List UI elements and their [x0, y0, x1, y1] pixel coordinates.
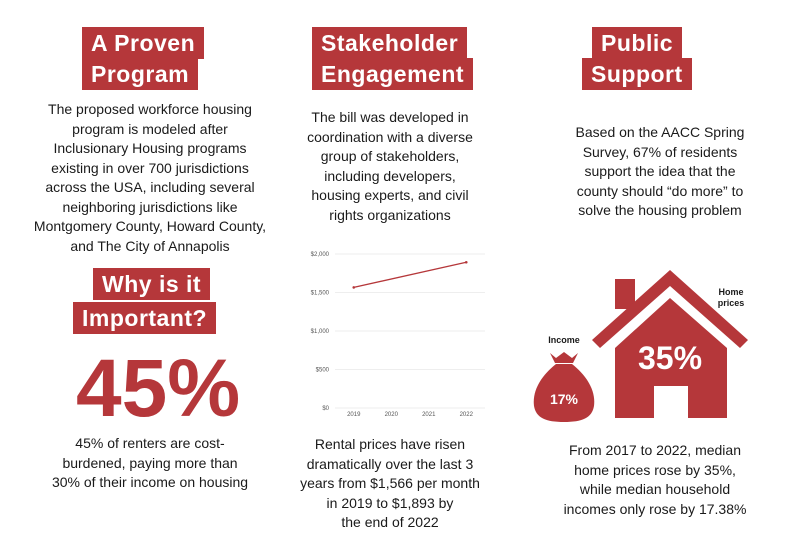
text-line: housing experts, and civil — [311, 187, 469, 203]
text-line: in 2019 to $1,893 by — [326, 494, 454, 511]
y-tick-label: $0 — [322, 406, 329, 412]
heading-public-line2: Support — [582, 58, 692, 90]
text-line: dramatically over the last 3 — [306, 455, 474, 472]
house-icon — [592, 270, 748, 418]
home-label-line1: Home — [718, 287, 743, 297]
text-line: years from $1,566 per month — [300, 475, 480, 491]
text-line: 30% of their income on housing — [51, 474, 249, 490]
text-line: burdened, paying more than — [62, 454, 238, 471]
text-line: Montgomery County, Howard County, — [33, 218, 267, 234]
income-value: 17% — [550, 391, 579, 407]
rent-line-chart: $0 $500 $1,000 $1,500 $2,000 2019 2020 2021 2022 — [311, 252, 485, 418]
text-line: incomes only rose by 17.38% — [563, 500, 747, 517]
text-line: across the USA, including several — [45, 179, 255, 195]
heading-stakeholder-line2: Engagement — [312, 58, 474, 90]
big-stat-45: 45% — [76, 343, 241, 434]
text-line: the end of 2022 — [341, 514, 439, 530]
text-line: solve the housing problem — [578, 202, 742, 218]
x-tick-label: 2022 — [460, 412, 474, 418]
text-line: Inclusionary Housing programs — [53, 140, 247, 156]
text-line: Based on the AACC Spring — [575, 124, 745, 140]
text-line: program is modeled after — [72, 120, 228, 137]
income-vs-home-graphic: 35% Home prices Income 17% — [533, 270, 748, 422]
rental-text: Rental prices have risen dramatically ov… — [270, 435, 510, 533]
text-line: Rental prices have risen — [314, 436, 466, 452]
series-line — [353, 261, 467, 289]
heading-stakeholder-line1: Stakeholder — [312, 27, 468, 59]
home-prices-text: From 2017 to 2022, median home prices ro… — [525, 441, 785, 519]
heading-important-line2: Important? — [73, 302, 217, 334]
y-tick-label: $2,000 — [311, 252, 330, 258]
income-label: Income — [548, 335, 580, 345]
home-label-line2: prices — [718, 298, 745, 308]
x-tick-label: 2020 — [385, 412, 399, 418]
y-tick-label: $500 — [316, 368, 330, 374]
public-support-text: Based on the AACC Spring Survey, 67% of … — [530, 123, 790, 221]
text-line: and The City of Annapolis — [70, 237, 230, 254]
text-line: home prices rose by 35%, — [574, 461, 736, 478]
text-line: The bill was developed in — [311, 109, 469, 125]
text-line: From 2017 to 2022, median — [569, 442, 741, 458]
heading-important-line1: Why is it — [93, 268, 211, 300]
heading-public-line1: Public — [592, 27, 683, 59]
home-value: 35% — [638, 340, 702, 376]
text-line: The proposed workforce housing — [48, 101, 252, 117]
text-line: while median household — [579, 481, 731, 497]
x-tick-label: 2021 — [422, 412, 436, 418]
x-tick-label: 2019 — [347, 412, 361, 418]
text-line: existing in over 700 jurisdictions — [51, 159, 249, 176]
money-bag-icon — [533, 352, 595, 422]
text-line: including developers, — [324, 167, 456, 184]
proven-program-text: The proposed workforce housing program i… — [20, 100, 280, 256]
text-line: county should “do more” to — [576, 182, 744, 199]
text-line: rights organizations — [329, 206, 451, 223]
stakeholder-text: The bill was developed in coordination w… — [270, 108, 510, 225]
renters-text: 45% of renters are cost- burdened, payin… — [20, 434, 280, 493]
data-point — [464, 260, 468, 264]
data-point — [352, 286, 356, 289]
heading-proven-line1: A Proven — [82, 27, 205, 59]
text-line: Survey, 67% of residents — [582, 143, 738, 160]
text-line: group of stakeholders, — [320, 148, 460, 164]
text-line: neighboring jurisdictions like — [62, 198, 238, 215]
y-tick-label: $1,000 — [311, 329, 330, 335]
y-tick-label: $1,500 — [311, 291, 330, 297]
heading-proven-line2: Program — [82, 58, 199, 90]
text-line: coordination with a diverse — [307, 128, 473, 145]
text-line: support the idea that the — [584, 163, 736, 179]
text-line: 45% of renters are cost- — [75, 435, 225, 451]
